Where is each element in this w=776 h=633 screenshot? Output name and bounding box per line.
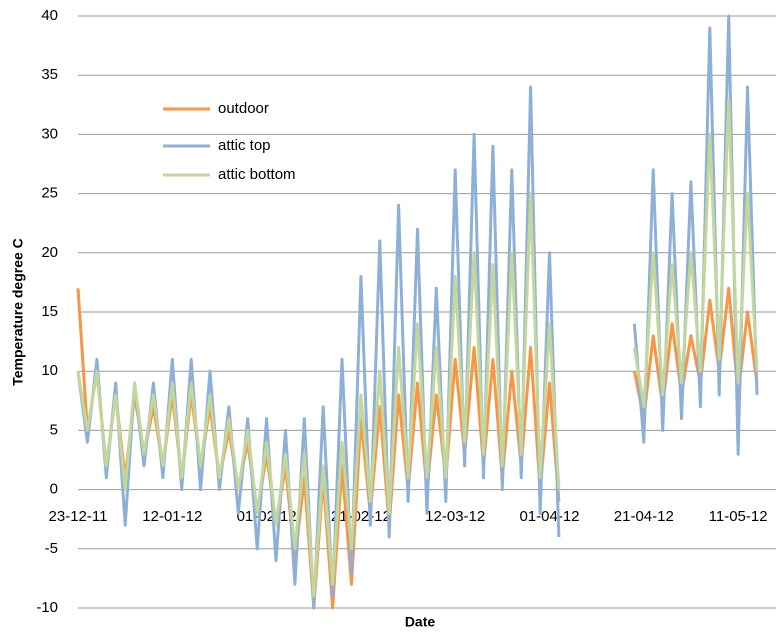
y-tick-label: 10 — [41, 362, 58, 379]
y-tick-label: 25 — [41, 185, 58, 202]
y-tick-label: 30 — [41, 125, 58, 142]
legend-label: attic bottom — [218, 166, 296, 183]
y-tick-label: 5 — [50, 421, 58, 438]
y-tick-label: 0 — [50, 481, 58, 498]
y-tick-label: 35 — [41, 66, 58, 83]
x-tick-label: 01-02-12 — [237, 508, 297, 525]
x-tick-label: 21-04-12 — [614, 508, 674, 525]
x-tick-label: 12-01-12 — [142, 508, 202, 525]
x-tick-label: 01-04-12 — [519, 508, 579, 525]
y-tick-label: -5 — [45, 540, 58, 557]
series-line — [76, 97, 759, 598]
x-tick-label: 11-05-12 — [709, 508, 768, 525]
legend-label: outdoor — [218, 100, 269, 117]
y-tick-label: 20 — [41, 244, 58, 261]
x-tick-label: 12-03-12 — [425, 508, 485, 525]
y-axis-title: Temperature degree C — [10, 238, 26, 386]
x-tick-label: 23-12-11 — [49, 508, 108, 525]
legend-label: attic top — [218, 137, 271, 154]
x-axis-title: Date — [405, 614, 436, 630]
y-tick-label: 40 — [41, 7, 58, 24]
y-tick-label: -10 — [36, 599, 58, 616]
y-tick-label: 15 — [41, 303, 58, 320]
